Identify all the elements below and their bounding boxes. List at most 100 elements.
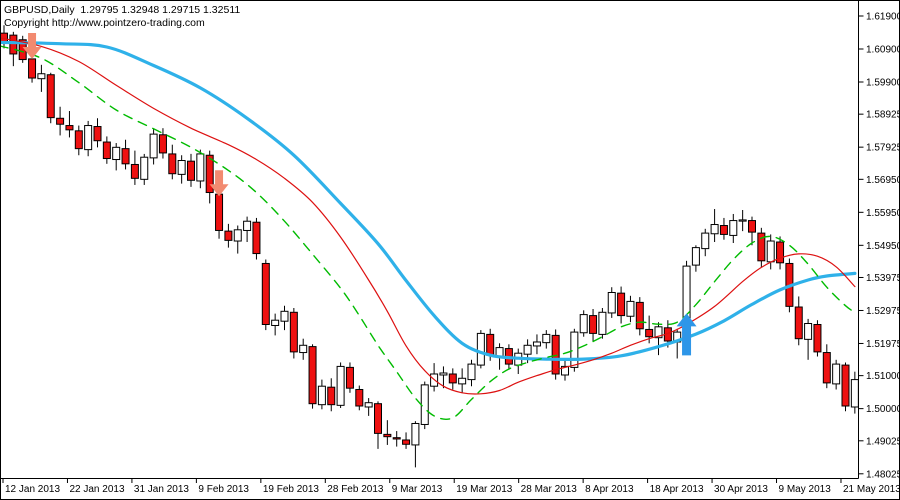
y-axis-label: 1.58925 xyxy=(866,110,900,121)
candle-body xyxy=(420,384,429,425)
y-axis-label: 1.55950 xyxy=(866,208,900,219)
sell-arrow-icon[interactable] xyxy=(209,170,229,197)
candle-body xyxy=(570,331,579,368)
candle-body xyxy=(299,344,308,354)
candle-body xyxy=(355,388,364,407)
candle-body xyxy=(364,402,373,408)
candle-body xyxy=(196,153,205,182)
candle-body xyxy=(84,125,93,151)
candle-body xyxy=(719,225,728,235)
y-axis-label: 1.57925 xyxy=(866,143,900,154)
candle-body xyxy=(383,433,392,438)
candle-body xyxy=(523,344,532,355)
candle-body xyxy=(532,341,541,347)
candle-body xyxy=(748,220,756,233)
candle-body xyxy=(280,310,289,322)
candle-body xyxy=(37,73,46,80)
candle-body xyxy=(710,224,719,235)
copyright-text: Copyright http://www.pointzero-trading.c… xyxy=(4,17,205,29)
candle-body xyxy=(233,229,242,242)
y-axis-label: 1.61900 xyxy=(866,12,900,23)
candle-body xyxy=(804,323,813,340)
candle-body xyxy=(729,220,738,236)
candle-body xyxy=(691,247,700,266)
x-axis-label: 28 Mar 2013 xyxy=(521,484,578,495)
candle-body xyxy=(832,363,841,385)
y-axis-label: 1.52975 xyxy=(866,306,900,317)
candle-body xyxy=(252,221,261,255)
medium-ma-line xyxy=(1,37,856,395)
candle-body xyxy=(579,314,588,334)
candle-body xyxy=(794,306,803,340)
candle-body xyxy=(476,332,485,366)
candle-body xyxy=(701,232,710,250)
candle-body xyxy=(327,386,336,406)
candle-body xyxy=(813,323,822,353)
x-axis-label: 30 Apr 2013 xyxy=(714,484,768,495)
x-axis-label: 19 Feb 2013 xyxy=(263,484,320,495)
candle-body xyxy=(411,422,420,446)
candle-body xyxy=(102,141,111,160)
candle-body xyxy=(112,146,121,161)
x-axis-label: 21 May 2013 xyxy=(843,484,900,495)
candle-body xyxy=(308,346,317,405)
candle-body xyxy=(9,34,18,55)
candle-body xyxy=(149,133,158,159)
candle-body xyxy=(402,439,411,445)
candle-body xyxy=(28,58,37,79)
candle-body xyxy=(187,160,195,181)
x-axis-label: 8 Apr 2013 xyxy=(585,484,634,495)
candle-body xyxy=(645,328,654,338)
candle-body xyxy=(467,363,476,381)
candle-body xyxy=(374,403,382,434)
y-axis-label: 1.51000 xyxy=(866,371,900,382)
candle-body xyxy=(65,125,74,131)
y-axis-label: 1.59900 xyxy=(866,77,900,88)
x-axis-label: 12 Jan 2013 xyxy=(5,484,60,495)
candle-body xyxy=(224,230,233,241)
candle-body xyxy=(158,134,167,154)
x-axis-label: 9 Mar 2013 xyxy=(392,484,443,495)
candle-body xyxy=(392,437,401,440)
x-axis-label: 19 Mar 2013 xyxy=(456,484,513,495)
y-axis-label: 1.60900 xyxy=(866,44,900,55)
y-axis-label: 1.50000 xyxy=(866,404,900,415)
candle-body xyxy=(168,153,177,175)
candle-body xyxy=(448,373,457,384)
buy-arrow-icon[interactable] xyxy=(676,313,697,356)
candle-body xyxy=(345,366,354,389)
candle-body xyxy=(439,372,448,376)
x-axis-label: 28 Feb 2013 xyxy=(327,484,384,495)
y-axis-label: 1.53975 xyxy=(866,273,900,284)
candle-body xyxy=(542,333,551,344)
x-axis-label: 9 May 2013 xyxy=(779,484,832,495)
candle-body xyxy=(486,333,495,356)
candle-body xyxy=(841,364,850,407)
sell-arrow-icon[interactable] xyxy=(22,32,42,59)
candle-body xyxy=(130,163,139,179)
candle-body xyxy=(74,130,83,150)
candle-body xyxy=(776,241,785,264)
x-axis-label: 18 Apr 2013 xyxy=(650,484,704,495)
candle-body xyxy=(271,319,280,326)
candle-body xyxy=(738,219,747,222)
candle-body xyxy=(205,154,214,194)
candle-body xyxy=(766,240,775,263)
x-axis-label: 31 Jan 2013 xyxy=(134,484,189,495)
candle-body xyxy=(635,301,644,330)
candle-body xyxy=(121,148,130,165)
candle-body xyxy=(589,315,598,334)
candle-body xyxy=(551,334,560,375)
candle-body xyxy=(317,385,326,406)
candle-body xyxy=(56,117,65,125)
y-axis-label: 1.48025 xyxy=(866,469,900,480)
candle-body xyxy=(289,311,298,353)
y-axis-label: 1.56950 xyxy=(866,175,900,186)
candle-body xyxy=(177,160,186,175)
candle-body xyxy=(46,74,55,119)
candle-body xyxy=(458,377,467,385)
candle-body xyxy=(336,365,345,406)
y-axis-label: 1.51975 xyxy=(866,339,900,350)
